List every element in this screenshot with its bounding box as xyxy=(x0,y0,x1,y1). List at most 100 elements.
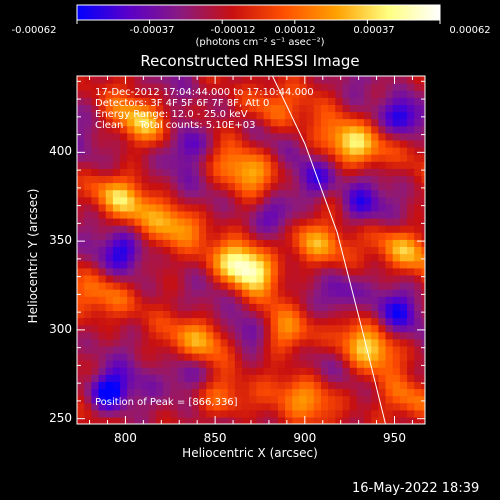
heatmap-cell xyxy=(270,409,279,418)
heatmap-cell xyxy=(127,303,135,311)
heatmap-cell xyxy=(163,310,171,319)
heatmap-cell xyxy=(105,132,114,141)
heatmap-cell xyxy=(321,196,329,205)
heatmap-cell xyxy=(213,409,222,418)
heatmap-cell xyxy=(299,225,308,233)
heatmap-cell xyxy=(349,239,358,247)
heatmap-cell xyxy=(349,132,358,141)
heatmap-cell xyxy=(134,267,143,276)
heatmap-cell xyxy=(342,353,351,361)
heatmap-cell xyxy=(277,175,286,184)
heatmap-cell xyxy=(321,267,329,276)
heatmap-cell xyxy=(349,125,358,134)
heatmap-cell xyxy=(199,409,207,418)
heatmap-cell xyxy=(105,182,114,191)
heatmap-cell xyxy=(120,161,128,169)
heatmap-cell xyxy=(292,338,301,347)
heatmap-cell xyxy=(399,161,408,169)
heatmap-cell xyxy=(356,267,365,276)
heatmap-cell xyxy=(242,324,250,333)
heatmap-cell xyxy=(299,246,308,255)
heatmap-cell xyxy=(285,402,293,411)
heatmap-cell xyxy=(256,289,265,297)
heatmap-cell xyxy=(407,260,415,269)
heatmap-cell xyxy=(364,132,372,141)
heatmap-cell xyxy=(234,317,243,326)
heatmap-cell xyxy=(77,83,85,91)
heatmap-cell xyxy=(105,416,114,424)
heatmap-cell xyxy=(148,409,157,418)
heatmap-cell xyxy=(177,161,186,169)
heatmap-cell xyxy=(277,125,286,134)
heatmap-cell xyxy=(335,331,344,340)
heatmap-cell xyxy=(385,189,394,198)
heatmap-cell xyxy=(184,267,193,276)
heatmap-cell xyxy=(220,97,229,105)
heatmap-cell xyxy=(163,338,171,347)
heatmap-cell xyxy=(120,381,128,390)
heatmap-cell xyxy=(242,125,250,134)
heatmap-cell xyxy=(134,360,143,368)
heatmap-cell xyxy=(105,125,114,134)
heatmap-cell xyxy=(84,416,92,424)
heatmap-cell xyxy=(91,210,100,219)
heatmap-cell xyxy=(163,303,171,311)
heatmap-cell xyxy=(371,168,379,176)
heatmap-cell xyxy=(127,324,135,333)
x-tick-label: 850 xyxy=(203,431,227,445)
heatmap-cell xyxy=(321,168,329,176)
heatmap-cell xyxy=(134,132,143,141)
heatmap-cell xyxy=(249,282,257,290)
heatmap-cell xyxy=(356,289,365,297)
heatmap-cell xyxy=(191,139,200,148)
heatmap-cell xyxy=(313,111,322,120)
heatmap-cell xyxy=(392,246,401,255)
heatmap-cell xyxy=(356,175,365,184)
heatmap-cell xyxy=(313,90,322,98)
heatmap-cell xyxy=(285,225,293,233)
heatmap-cell xyxy=(385,218,394,226)
heatmap-cell xyxy=(349,232,358,240)
heatmap-cell xyxy=(127,203,135,212)
heatmap-cell xyxy=(328,246,336,255)
heatmap-cell xyxy=(191,111,200,120)
heatmap-cell xyxy=(277,232,286,240)
heatmap-cell xyxy=(335,367,344,375)
heatmap-cell xyxy=(399,310,408,319)
heatmap-cell xyxy=(141,388,150,397)
heatmap-cell xyxy=(421,232,425,240)
heatmap-cell xyxy=(313,104,322,113)
heatmap-cell xyxy=(213,90,222,98)
heatmap-cell xyxy=(91,239,100,247)
heatmap-cell xyxy=(335,189,344,198)
heatmap-cell xyxy=(364,225,372,233)
heatmap-cell xyxy=(170,246,179,255)
heatmap-cell xyxy=(234,154,243,162)
heatmap-cell xyxy=(328,139,336,148)
heatmap-cell xyxy=(199,253,207,262)
heatmap-cell xyxy=(399,175,408,184)
heatmap-cell xyxy=(378,338,387,347)
heatmap-cell xyxy=(220,381,229,390)
heatmap-cell xyxy=(270,239,279,247)
heatmap-cell xyxy=(385,296,394,304)
heatmap-cell xyxy=(407,267,415,276)
heatmap-cell xyxy=(206,76,214,84)
heatmap-cell xyxy=(349,402,358,411)
heatmap-cell xyxy=(306,97,315,105)
heatmap-cell xyxy=(105,409,114,418)
heatmap-cell xyxy=(421,360,425,368)
heatmap-cell xyxy=(170,154,179,162)
heatmap-cell xyxy=(392,97,401,105)
heatmap-cell xyxy=(84,381,92,390)
heatmap-cell xyxy=(335,360,344,368)
heatmap-cell xyxy=(356,203,365,212)
colorbar-tick-label: 0.00012 xyxy=(274,25,316,36)
heatmap-cell xyxy=(91,338,100,347)
heatmap-cell xyxy=(285,76,293,84)
heatmap-cell xyxy=(163,267,171,276)
heatmap-cell xyxy=(249,260,257,269)
footer-date: 16-May-2022 18:39 xyxy=(352,481,480,496)
heatmap-cell xyxy=(134,83,143,91)
heatmap-cell xyxy=(285,267,293,276)
